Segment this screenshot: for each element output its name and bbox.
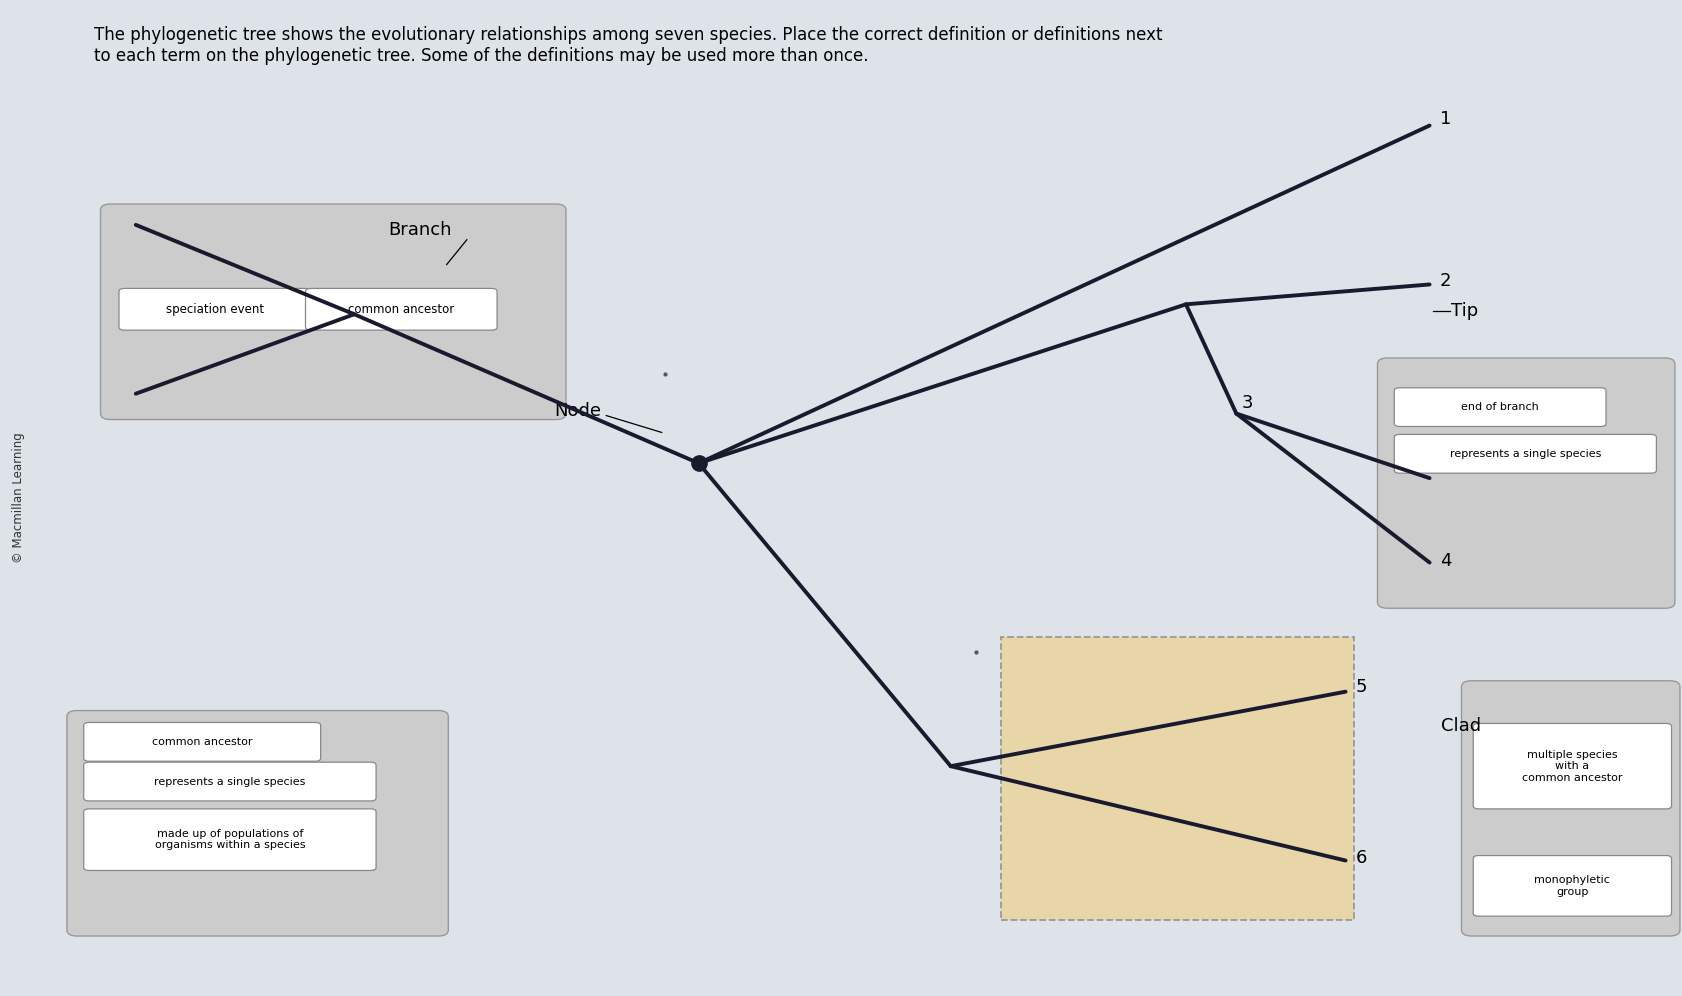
Text: speciation event: speciation event	[165, 303, 264, 316]
FancyBboxPatch shape	[1393, 387, 1605, 426]
Text: 1: 1	[1438, 110, 1450, 127]
Text: monophyletic
group: monophyletic group	[1534, 875, 1610, 896]
FancyBboxPatch shape	[1376, 358, 1674, 609]
FancyBboxPatch shape	[1393, 434, 1655, 473]
FancyBboxPatch shape	[84, 809, 375, 871]
FancyBboxPatch shape	[306, 289, 496, 330]
FancyBboxPatch shape	[1460, 680, 1679, 936]
Text: 5: 5	[1354, 677, 1366, 696]
Text: Node: Node	[553, 401, 600, 419]
Text: 2: 2	[1438, 273, 1450, 291]
FancyBboxPatch shape	[84, 722, 321, 761]
Text: Clad: Clad	[1440, 717, 1480, 735]
FancyBboxPatch shape	[119, 289, 311, 330]
FancyBboxPatch shape	[1472, 856, 1670, 916]
Text: made up of populations of
organisms within a species: made up of populations of organisms with…	[155, 829, 304, 851]
Text: 6: 6	[1354, 849, 1366, 867]
Text: common ancestor: common ancestor	[348, 303, 454, 316]
Text: end of branch: end of branch	[1460, 402, 1537, 412]
Text: represents a single species: represents a single species	[1448, 449, 1600, 459]
FancyBboxPatch shape	[1472, 723, 1670, 809]
Text: The phylogenetic tree shows the evolutionary relationships among seven species. : The phylogenetic tree shows the evolutio…	[94, 26, 1162, 65]
FancyBboxPatch shape	[101, 204, 565, 419]
Text: common ancestor: common ancestor	[151, 737, 252, 747]
Text: Tip: Tip	[1450, 302, 1478, 321]
Text: represents a single species: represents a single species	[155, 777, 306, 787]
Text: © Macmillan Learning: © Macmillan Learning	[12, 432, 25, 564]
Bar	[1001, 637, 1352, 920]
Text: Branch: Branch	[387, 221, 451, 239]
Text: 4: 4	[1438, 552, 1450, 570]
FancyBboxPatch shape	[84, 762, 375, 801]
Bar	[1001, 637, 1352, 920]
FancyBboxPatch shape	[67, 710, 447, 936]
Text: multiple species
with a
common ancestor: multiple species with a common ancestor	[1521, 750, 1621, 783]
Text: 3: 3	[1241, 393, 1251, 411]
